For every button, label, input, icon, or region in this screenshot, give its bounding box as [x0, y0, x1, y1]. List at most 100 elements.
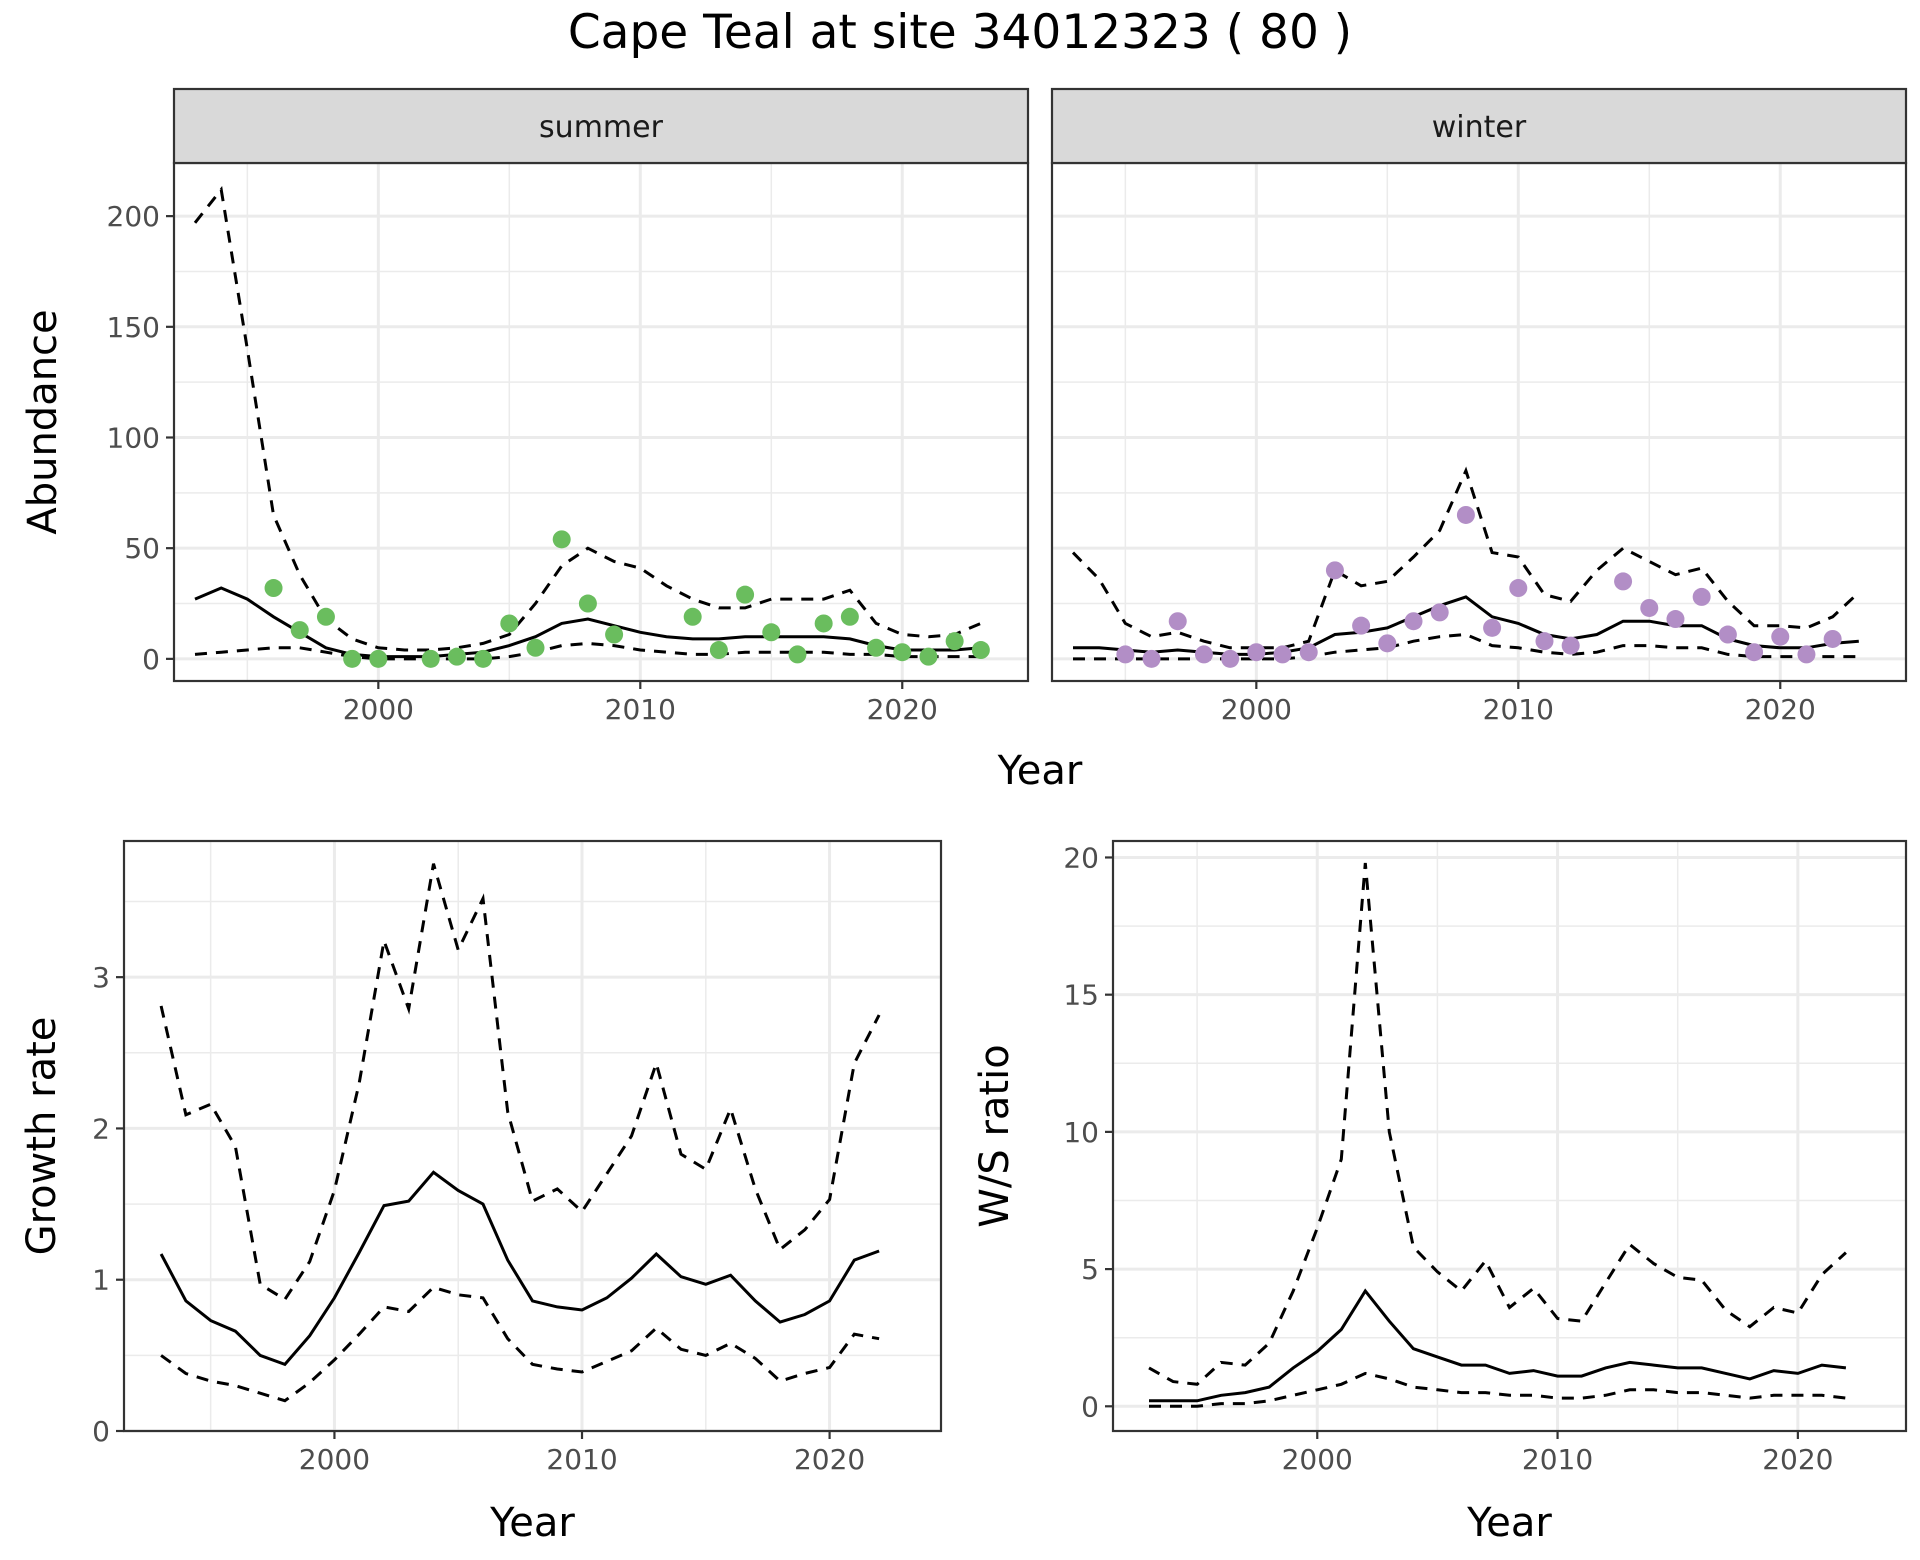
growth-mean-line [159, 1170, 880, 1367]
abundance-summer-observed-point [840, 607, 859, 626]
abundance-winter-observed-point [1299, 643, 1318, 662]
abundance-winter-observed-point [1797, 645, 1816, 664]
abundance-summer-panel: summer 2000 2010 2020 [172, 87, 1030, 726]
ratio-upper-line [1148, 862, 1847, 1386]
abundance-summer-observed-point [814, 614, 833, 633]
abundance-summer-strip [172, 87, 1030, 165]
abundance-winter-observed-point [1116, 645, 1135, 664]
abundance-winter-observed-point [1614, 572, 1633, 591]
abundance-winter-observed-point [1430, 603, 1449, 622]
growth-y-tick-label: 2 [92, 1112, 110, 1145]
abundance-chart: summer 2000 2010 2020 winter 2000 2010 2020 0 50 1… [20, 87, 1908, 794]
abundance-summer-observed-point [474, 649, 493, 668]
ratio-border [1111, 839, 1908, 1433]
abundance-y-tick-label: 100 [107, 421, 160, 454]
abundance-winter-strip-label: winter [1432, 110, 1527, 145]
chart-title: Cape Teal at site 34012323 ( 80 ) [568, 5, 1352, 60]
abundance-summer-x-tick-label: 2000 [343, 693, 414, 726]
abundance-summer-observed-point [264, 579, 283, 598]
abundance-summer-observed-point [893, 643, 912, 662]
abundance-winter-observed-point [1456, 505, 1475, 524]
growth-chart: 2000 2010 2020 0 1 2 3 Year Growth rate [19, 839, 943, 1546]
ratio-y-tick-label: 15 [1063, 979, 1099, 1012]
abundance-winter-x-tick-label: 2010 [1483, 693, 1554, 726]
abundance-winter-observed-point [1509, 579, 1528, 598]
abundance-summer-observed-point [605, 625, 624, 644]
abundance-summer-observed-point [971, 641, 990, 660]
abundance-summer-observed-point [867, 638, 886, 657]
ratio-background [1113, 841, 1906, 1431]
abundance-summer-strip-label: summer [539, 110, 664, 145]
abundance-winter-observed-point [1247, 643, 1266, 662]
abundance-summer-observed-point [788, 645, 807, 664]
abundance-summer-observed-point [683, 607, 702, 626]
abundance-summer-observed-point [709, 641, 728, 660]
abundance-summer-mean-line [194, 586, 981, 659]
abundance-y-axis-title: Abundance [20, 309, 66, 534]
abundance-winter-observed-point [1325, 561, 1344, 580]
abundance-winter-observed-point [1666, 610, 1685, 629]
growth-y-axis-title: Growth rate [19, 1017, 65, 1256]
ratio-x-tick-label: 2010 [1522, 1443, 1593, 1476]
ratio-x-tick-label: 2000 [1282, 1443, 1353, 1476]
abundance-winter-background [1052, 163, 1906, 681]
ratio-x-axis-title: Year [1466, 1500, 1552, 1546]
abundance-winter-observed-point [1718, 625, 1737, 644]
abundance-y-tick-label: 150 [107, 311, 160, 344]
growth-x-axis-title: Year [489, 1500, 575, 1546]
abundance-winter-x-tick-label: 2020 [1745, 693, 1816, 726]
abundance-winter-observed-point [1404, 612, 1423, 631]
growth-upper-line [159, 863, 881, 1302]
abundance-summer-background [174, 163, 1028, 681]
abundance-summer-observed-point [578, 594, 597, 613]
abundance-summer-observed-point [552, 530, 571, 549]
abundance-winter-observed-point [1483, 618, 1502, 637]
abundance-winter-observed-point [1535, 632, 1554, 651]
abundance-winter-strip [1050, 87, 1908, 165]
abundance-summer-observed-point [919, 647, 938, 666]
abundance-y-tick-label: 200 [107, 200, 160, 233]
abundance-winter-observed-point [1352, 616, 1371, 635]
abundance-summer-observed-point [447, 647, 466, 666]
abundance-winter-observed-point [1221, 649, 1240, 668]
abundance-summer-observed-point [945, 632, 964, 651]
ratio-mean-line [1149, 1288, 1847, 1403]
abundance-summer-x-tick-label: 2010 [605, 693, 676, 726]
abundance-winter-x-tick-label: 2000 [1221, 693, 1292, 726]
abundance-y-tick-label: 50 [124, 532, 160, 565]
abundance-winter-observed-point [1194, 645, 1213, 664]
abundance-summer-x-tick-label: 2020 [867, 693, 938, 726]
ratio-y-axis-title: W/S ratio [972, 1044, 1018, 1227]
abundance-winter-observed-point [1168, 612, 1187, 631]
growth-y-tick-label: 0 [92, 1415, 110, 1448]
growth-lower-line [160, 1285, 880, 1403]
abundance-y-tick-label: 0 [142, 643, 160, 676]
abundance-winter-observed-point [1640, 598, 1659, 617]
growth-x-tick-label: 2000 [299, 1443, 370, 1476]
growth-x-tick-label: 2010 [546, 1443, 617, 1476]
abundance-winter-observed-point [1142, 649, 1161, 668]
abundance-summer-observed-point [290, 621, 309, 640]
ratio-y-tick-label: 5 [1081, 1253, 1099, 1286]
growth-x-tick-label: 2020 [794, 1443, 865, 1476]
abundance-summer-lower-line [194, 641, 981, 661]
abundance-x-axis-title: Year [997, 748, 1083, 794]
abundance-summer-observed-point [316, 607, 335, 626]
ratio-y-tick-label: 10 [1063, 1116, 1099, 1149]
abundance-summer-observed-point [762, 623, 781, 642]
ratio-y-tick-label: 0 [1081, 1390, 1099, 1423]
growth-border [122, 839, 943, 1433]
ratio-y-tick-label: 20 [1063, 841, 1099, 874]
abundance-summer-observed-point [526, 638, 545, 657]
abundance-summer-observed-point [736, 585, 755, 604]
abundance-winter-observed-point [1823, 629, 1842, 648]
abundance-winter-observed-point [1378, 634, 1397, 653]
abundance-summer-observed-point [421, 649, 440, 668]
abundance-winter-panel: winter 2000 2010 2020 [1050, 87, 1908, 726]
ratio-chart: 2000 2010 2020 0 5 10 15 20 Year W/S ratio [972, 839, 1908, 1546]
abundance-winter-observed-point [1561, 636, 1580, 655]
ratio-x-tick-label: 2020 [1762, 1443, 1833, 1476]
abundance-summer-observed-point [369, 649, 388, 668]
